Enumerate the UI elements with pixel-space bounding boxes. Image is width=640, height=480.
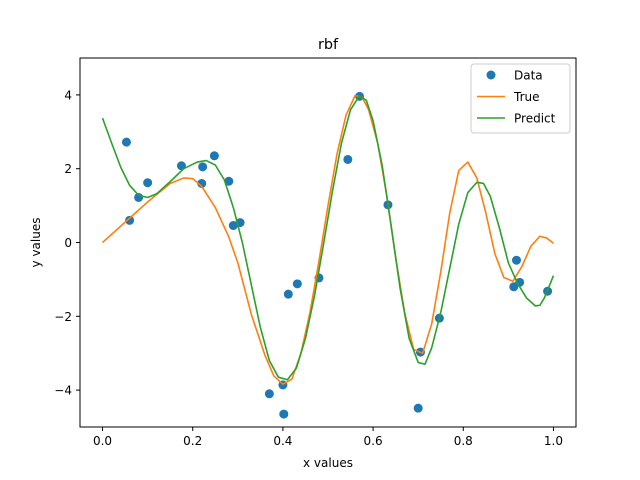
y-tick-label: 4 (64, 88, 72, 102)
data-point-21 (413, 403, 423, 413)
predict-line (101, 94, 555, 381)
legend-box (470, 63, 571, 134)
data-point-15 (283, 289, 293, 299)
x-tick-label: 0.4 (273, 434, 292, 448)
data-point-18 (343, 154, 353, 164)
legend-label-predict: Predict (514, 112, 556, 126)
chart-title: rbf (318, 37, 339, 53)
x-axis-label: x values (303, 456, 353, 470)
data-point-7 (198, 162, 208, 172)
x-tick-label: 0.6 (364, 434, 383, 448)
legend: Data True Predict (470, 63, 571, 134)
data-point-12 (264, 389, 274, 399)
legend-label-true: True (513, 90, 540, 104)
data-point-2 (125, 215, 135, 225)
axis-ticks: 0.0 0.2 0.4 0.6 0.8 1.0 −4 −2 0 2 4 (54, 88, 563, 448)
x-tick-label: 0.2 (183, 434, 202, 448)
y-tick-label: 2 (64, 162, 72, 176)
x-tick-label: 0.0 (93, 434, 112, 448)
legend-label-data: Data (514, 69, 543, 83)
plot-area (101, 91, 555, 419)
y-tick-label: −4 (54, 384, 72, 398)
data-point-1 (121, 137, 131, 147)
x-tick-label: 1.0 (544, 434, 563, 448)
data-point-16 (292, 279, 302, 289)
data-point-10 (228, 221, 238, 231)
y-tick-label: 0 (64, 236, 72, 250)
data-point-25 (511, 255, 521, 265)
data-point-6 (197, 178, 207, 188)
x-tick-label: 0.8 (454, 434, 473, 448)
data-point-14 (279, 409, 289, 419)
data-point-4 (143, 178, 153, 188)
y-axis-label: y values (29, 218, 43, 268)
legend-marker-data (486, 70, 496, 80)
data-point-9 (224, 176, 234, 186)
y-tick-label: −2 (54, 310, 72, 324)
data-point-8 (209, 151, 219, 161)
